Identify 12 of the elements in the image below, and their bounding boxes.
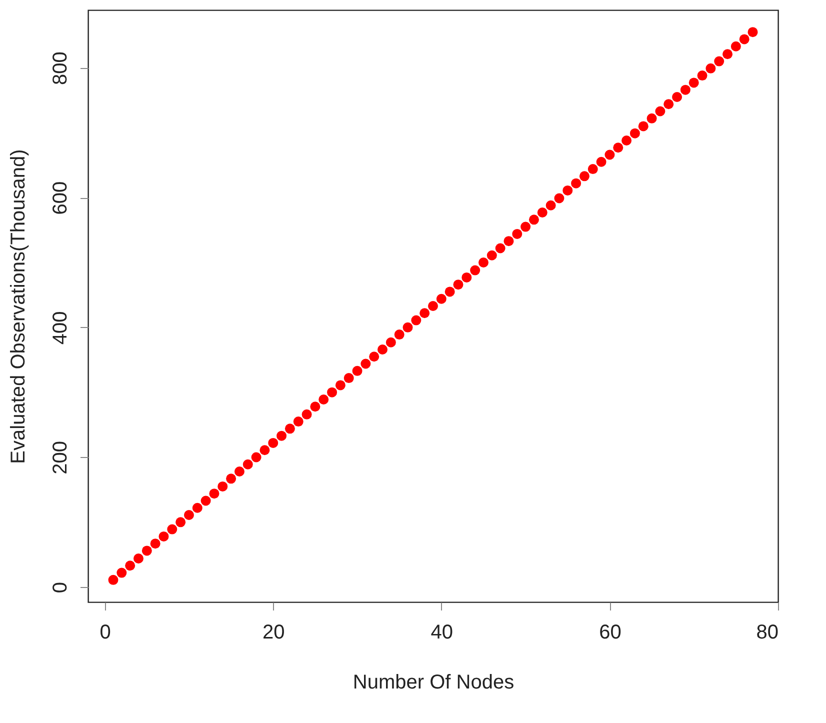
x-tick-label: 80 <box>756 622 778 644</box>
y-tick-label: 200 <box>50 441 72 474</box>
y-tick-label: 800 <box>50 52 72 85</box>
x-tick-label: 20 <box>262 622 285 644</box>
y-axis-title: Evaluated Observations(Thousand) <box>8 149 30 464</box>
x-tick-label: 0 <box>100 622 111 644</box>
y-tick-label: 600 <box>50 181 72 215</box>
x-tick-label: 40 <box>430 622 454 644</box>
x-axis-title: Number Of Nodes <box>352 672 514 694</box>
x-tick-label: 60 <box>599 622 622 644</box>
y-tick-label: 0 <box>50 582 72 594</box>
y-tick-label: 400 <box>50 311 72 345</box>
